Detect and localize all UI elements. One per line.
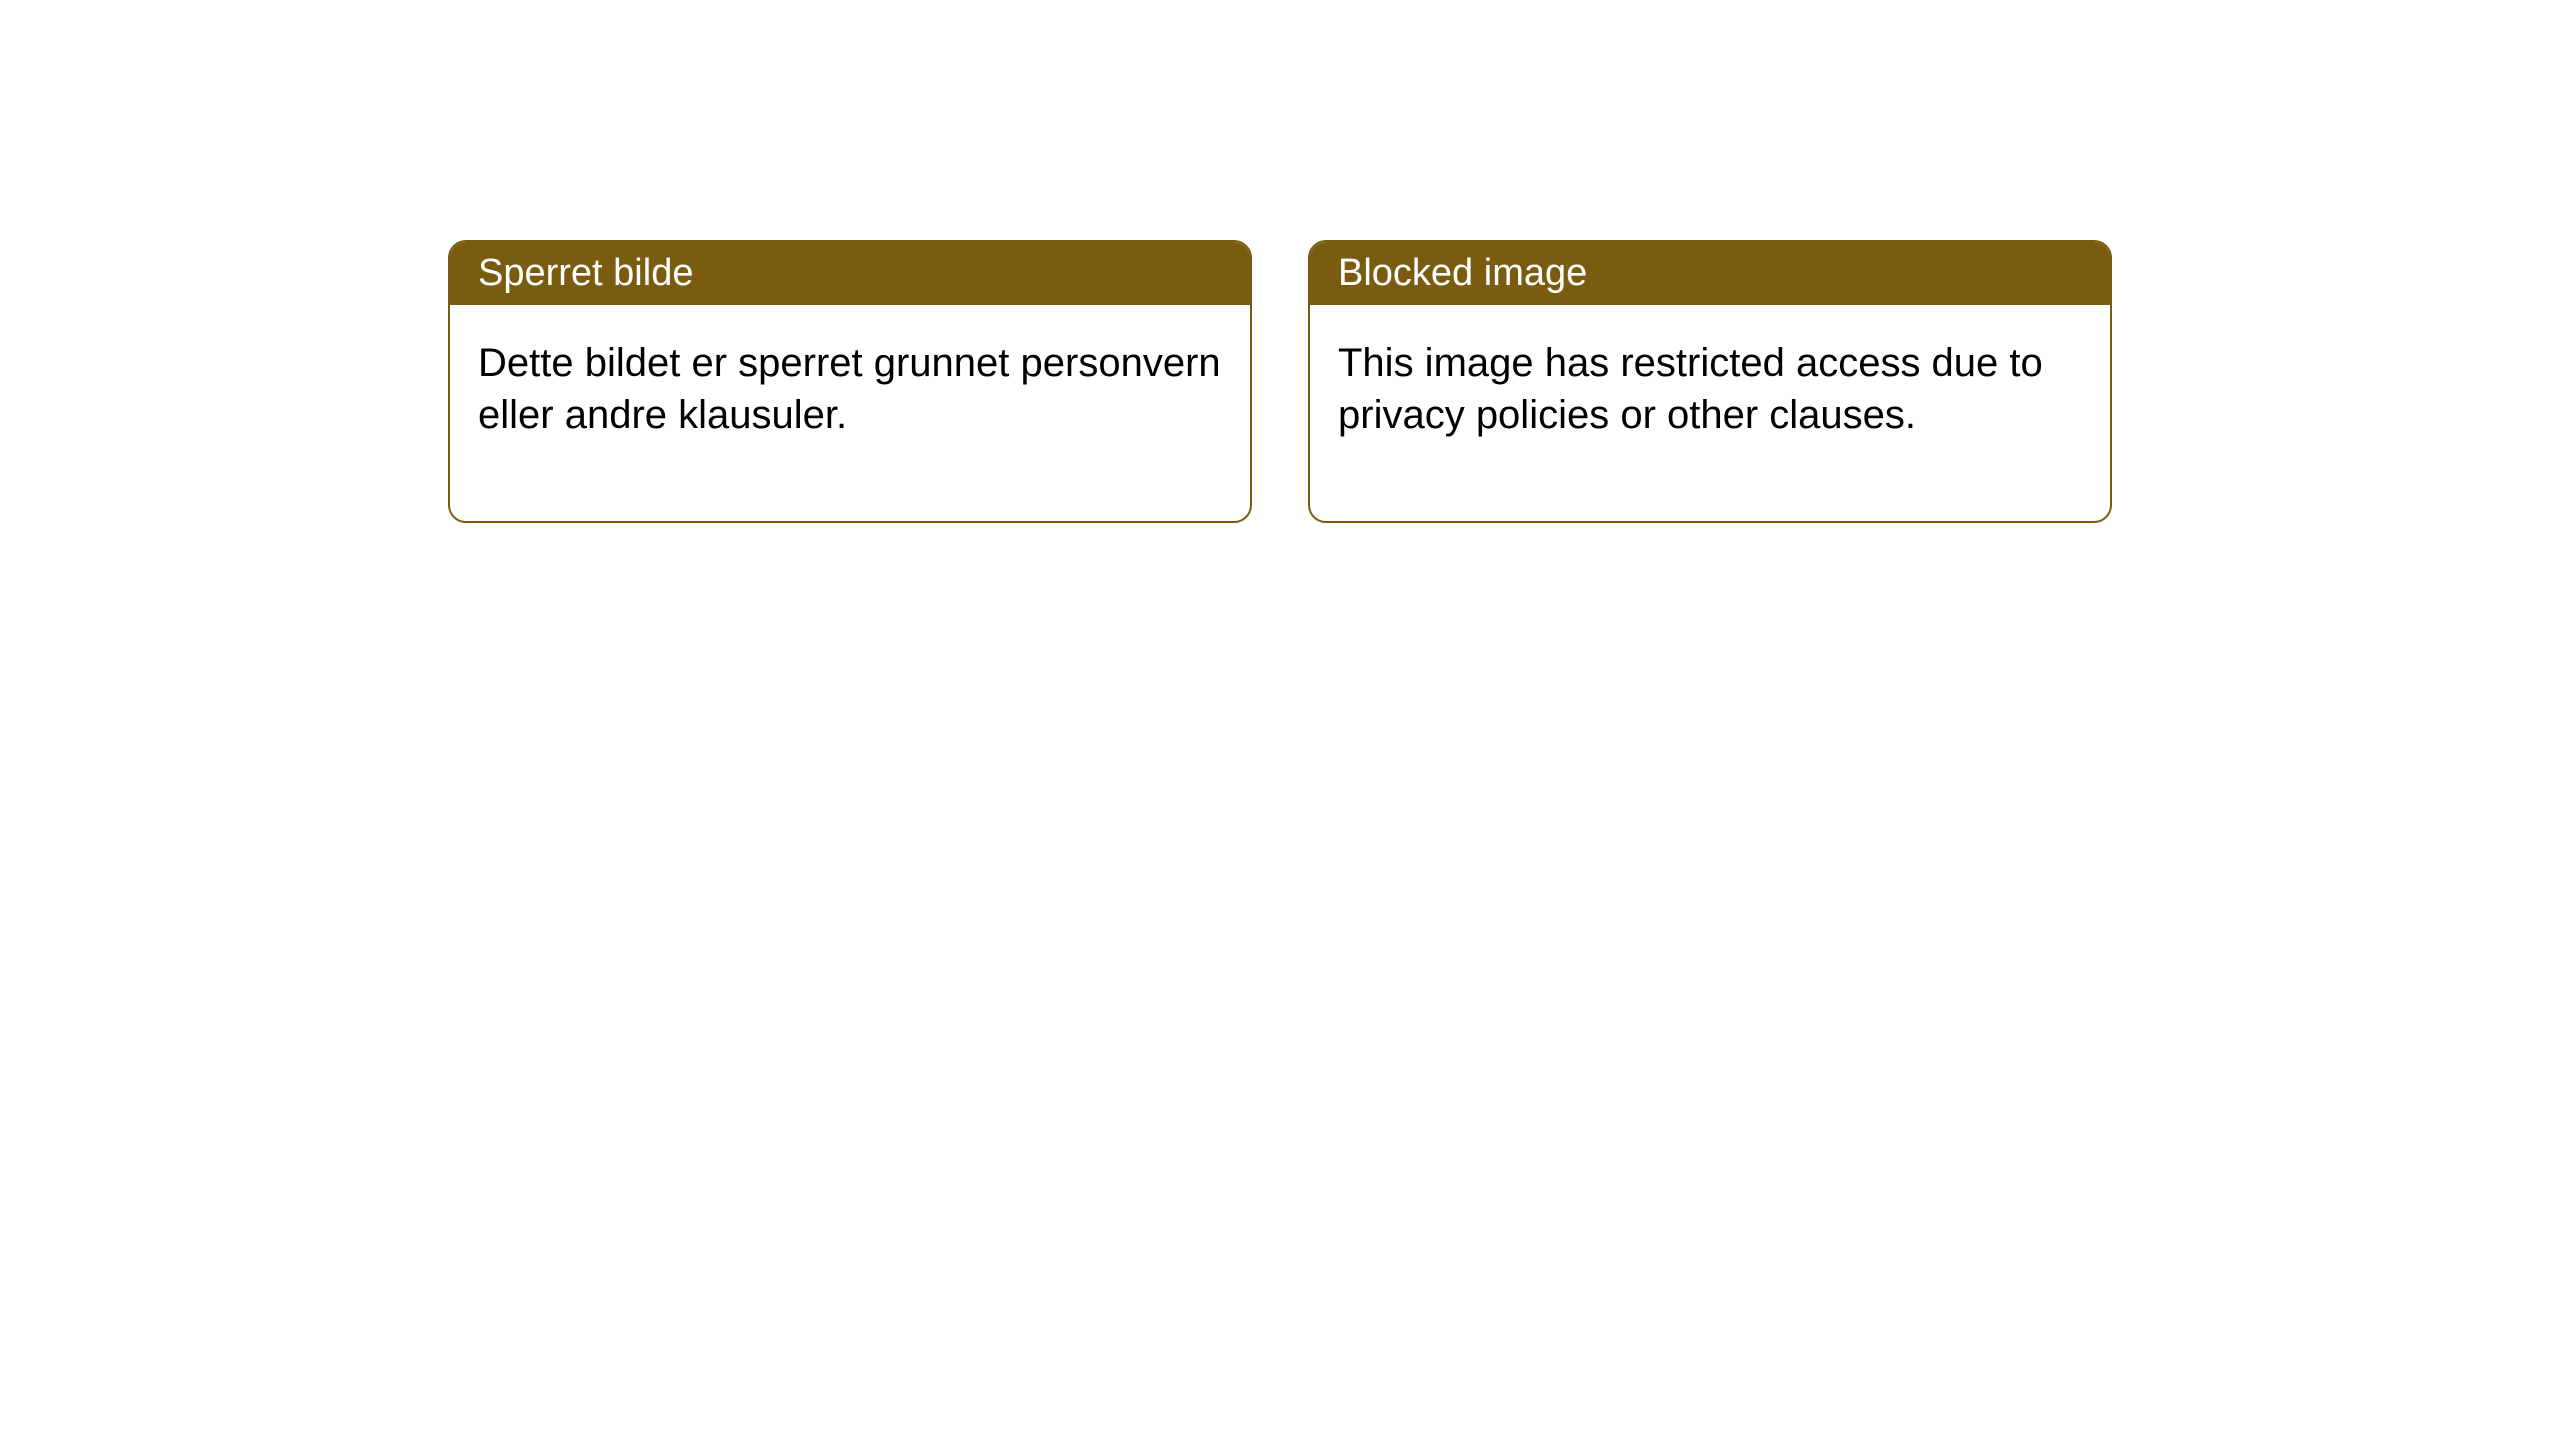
notice-card-title: Sperret bilde [478, 252, 693, 294]
notice-card-body: This image has restricted access due to … [1310, 305, 2110, 521]
notice-container: Sperret bilde Dette bildet er sperret gr… [0, 0, 2560, 523]
notice-card-body: Dette bildet er sperret grunnet personve… [450, 305, 1250, 521]
notice-card-title: Blocked image [1338, 252, 1587, 294]
notice-card-text: Dette bildet er sperret grunnet personve… [478, 341, 1221, 437]
notice-card-no: Sperret bilde Dette bildet er sperret gr… [448, 240, 1252, 523]
notice-card-text: This image has restricted access due to … [1338, 341, 2043, 437]
notice-card-header: Blocked image [1310, 242, 2110, 305]
notice-card-header: Sperret bilde [450, 242, 1250, 305]
notice-card-en: Blocked image This image has restricted … [1308, 240, 2112, 523]
